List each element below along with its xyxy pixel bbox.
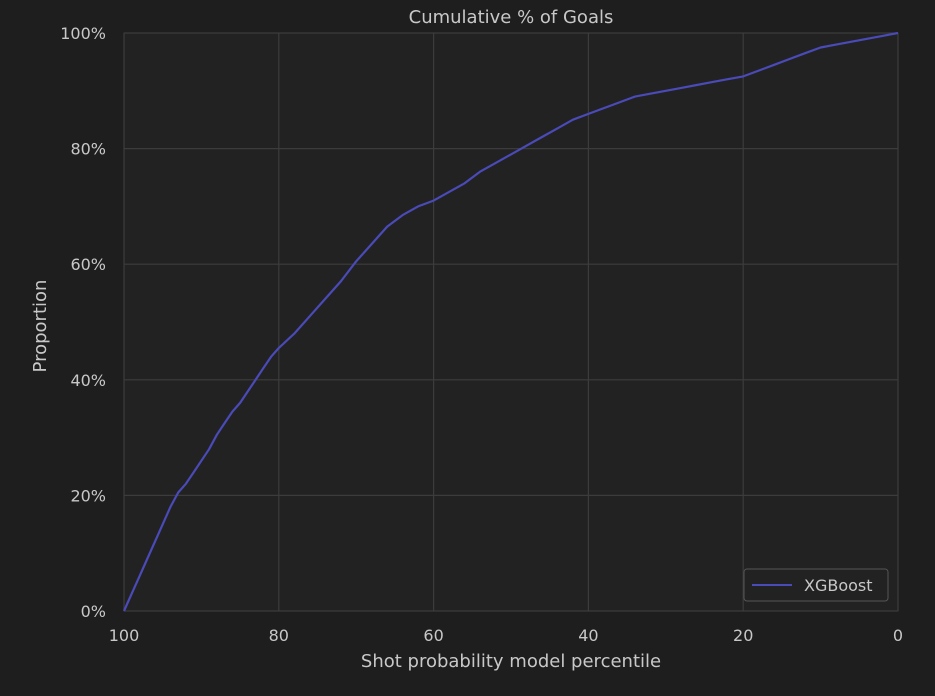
y-tick-label: 20% — [70, 486, 106, 505]
x-tick-label: 60 — [423, 626, 443, 645]
x-tick-label: 0 — [893, 626, 903, 645]
y-axis-label: Proportion — [30, 280, 51, 373]
y-tick-label: 40% — [70, 371, 106, 390]
x-axis-ticks: 100 80 60 40 20 0 — [109, 626, 903, 645]
x-axis-label: Shot probability model percentile — [361, 651, 661, 672]
legend-label-xgboost: XGBoost — [804, 576, 873, 595]
y-tick-label: 80% — [70, 140, 106, 159]
x-tick-label: 20 — [733, 626, 753, 645]
y-tick-label: 60% — [70, 255, 106, 274]
grid-lines — [123, 32, 899, 612]
y-axis-ticks: 0% 20% 40% 60% 80% 100% — [60, 24, 106, 621]
x-tick-label: 80 — [269, 626, 289, 645]
series-line-xgboost — [122, 31, 899, 612]
chart-title: Cumulative % of Goals — [409, 7, 614, 28]
x-tick-label: 40 — [578, 626, 598, 645]
y-tick-label: 100% — [60, 24, 106, 43]
x-tick-label: 100 — [109, 626, 140, 645]
series-lines — [122, 31, 899, 612]
legend-box — [743, 568, 889, 602]
legend: XGBoost — [743, 568, 889, 602]
plot-area — [123, 32, 899, 612]
y-tick-label: 0% — [81, 602, 106, 621]
